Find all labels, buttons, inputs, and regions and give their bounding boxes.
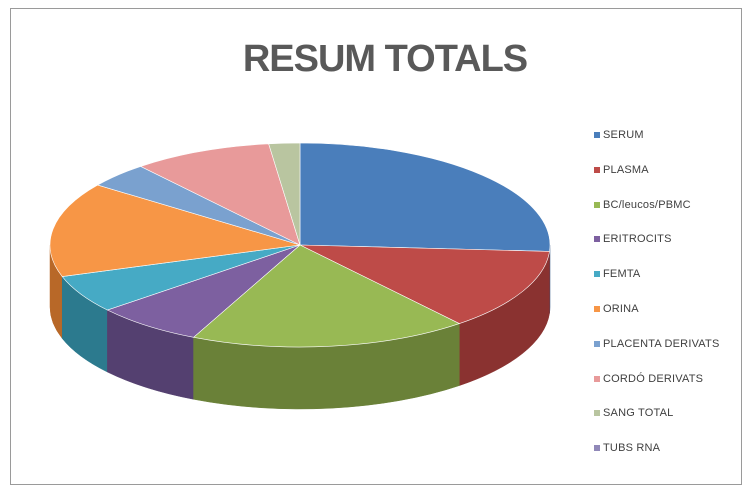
- legend-swatch: [594, 375, 600, 382]
- legend-label: PLACENTA DERIVATS: [603, 337, 720, 350]
- pie-slice-eritrocits: [106, 244, 301, 338]
- pie-slice-cord-derivats: [139, 143, 301, 246]
- legend-swatch: [594, 306, 600, 312]
- legend-item: FEMTA: [594, 266, 640, 282]
- pie-slice-serum: [299, 142, 551, 252]
- legend-item: PLASMA: [594, 162, 649, 178]
- legend-item: PLACENTA DERIVATS: [594, 336, 719, 352]
- legend-label: ERITROCITS: [603, 233, 672, 246]
- legend-swatch: [594, 132, 600, 138]
- legend-swatch: [594, 271, 600, 278]
- legend-swatch: [594, 445, 600, 452]
- pie-slice-orina: [49, 184, 301, 277]
- legend-label: FEMTA: [603, 268, 641, 281]
- legend-swatch: [594, 166, 600, 173]
- pie-slice-plasma: [299, 244, 550, 324]
- legend-swatch: [594, 201, 600, 208]
- legend-label: PLASMA: [603, 163, 649, 176]
- legend-item: TUBS RNA: [594, 440, 660, 456]
- legend-item: ERITROCITS: [594, 231, 672, 247]
- legend-label: BC/leucos/PBMC: [603, 198, 691, 211]
- pie-slice-tops: [49, 142, 551, 348]
- legend-item: SANG TOTAL: [594, 405, 673, 421]
- legend-label: CORDÓ DERIVATS: [603, 372, 704, 385]
- pie-slice-bc-leucos-pbmc: [192, 244, 461, 348]
- legend-label: SERUM: [603, 129, 644, 141]
- pie-side-walls: [49, 244, 551, 410]
- pie-slice-sang-total: [268, 142, 301, 246]
- legend-item: ORINA: [594, 301, 639, 317]
- legend-swatch: [594, 410, 600, 417]
- legend-item: BC/leucos/PBMC: [594, 197, 691, 213]
- legend-label: SANG TOTAL: [603, 407, 674, 420]
- legend-swatch: [594, 340, 600, 347]
- legend-label: ORINA: [603, 303, 639, 315]
- legend-item: CORDÓ DERIVATS: [594, 371, 703, 387]
- legend-swatch: [594, 236, 600, 243]
- chart-title: RESUM TOTALS: [242, 38, 528, 80]
- legend-item: SERUM: [594, 127, 644, 143]
- legend-label: TUBS RNA: [603, 442, 661, 455]
